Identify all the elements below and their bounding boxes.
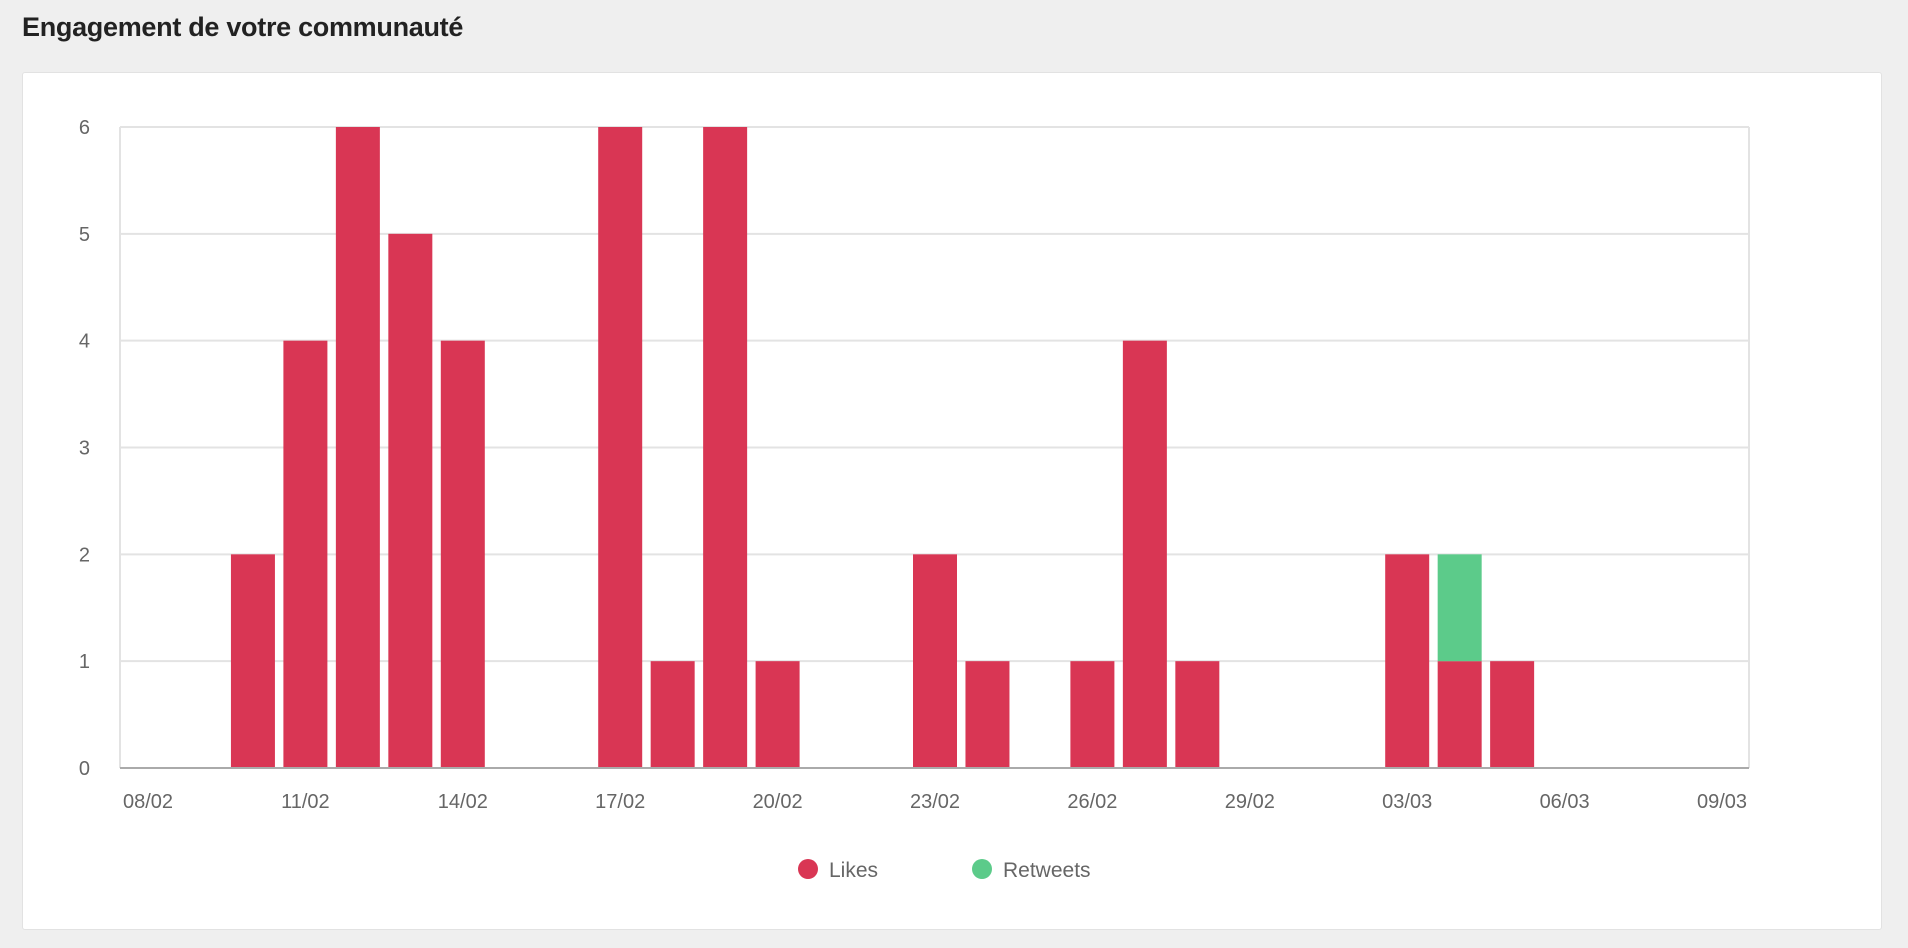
chart-card xyxy=(22,72,1882,930)
y-tick-label: 5 xyxy=(79,224,90,246)
bar-likes-03-03 xyxy=(1385,554,1430,768)
bar-likes-28-02 xyxy=(1175,661,1220,768)
bar-likes-17-02 xyxy=(598,127,643,768)
bar-likes-11-02 xyxy=(283,340,328,768)
bar-likes-24-02 xyxy=(965,661,1010,768)
x-tick-label: 08/02 xyxy=(123,791,173,813)
x-tick-label: 29/02 xyxy=(1225,791,1275,813)
y-tick-label: 1 xyxy=(79,651,90,673)
legend-dot-retweets[interactable] xyxy=(972,859,992,879)
bar-likes-26-02 xyxy=(1070,661,1115,768)
y-tick-label: 6 xyxy=(79,117,90,139)
bar-likes-27-02 xyxy=(1122,340,1167,768)
y-tick-label: 0 xyxy=(79,758,90,780)
bar-retweets-04-03 xyxy=(1437,554,1482,662)
bar-likes-12-02 xyxy=(335,127,380,768)
bar-likes-05-03 xyxy=(1490,661,1535,768)
bar-likes-18-02 xyxy=(650,661,695,768)
x-tick-label: 23/02 xyxy=(910,791,960,813)
page-title: Engagement de votre communauté xyxy=(22,12,464,42)
x-tick-label: 06/03 xyxy=(1540,791,1590,813)
bar-likes-20-02 xyxy=(755,661,800,768)
x-tick-label: 03/03 xyxy=(1382,791,1432,813)
bar-likes-19-02 xyxy=(703,127,748,768)
y-tick-label: 4 xyxy=(79,331,90,353)
x-tick-label: 14/02 xyxy=(438,791,488,813)
bar-likes-10-02 xyxy=(230,554,275,768)
bar-likes-13-02 xyxy=(388,233,433,769)
bar-likes-04-03 xyxy=(1437,661,1482,768)
x-tick-label: 20/02 xyxy=(753,791,803,813)
x-tick-label: 09/03 xyxy=(1697,791,1747,813)
legend-dot-likes[interactable] xyxy=(798,859,818,879)
bar-likes-23-02 xyxy=(913,554,957,768)
y-tick-label: 3 xyxy=(79,438,90,460)
legend-label-retweets[interactable]: Retweets xyxy=(1003,859,1091,882)
bar-likes-14-02 xyxy=(440,340,485,768)
x-tick-label: 17/02 xyxy=(595,791,645,813)
x-tick-label: 11/02 xyxy=(281,791,330,813)
x-tick-label: 26/02 xyxy=(1067,791,1117,813)
legend-label-likes[interactable]: Likes xyxy=(829,859,878,882)
y-tick-label: 2 xyxy=(79,544,90,566)
